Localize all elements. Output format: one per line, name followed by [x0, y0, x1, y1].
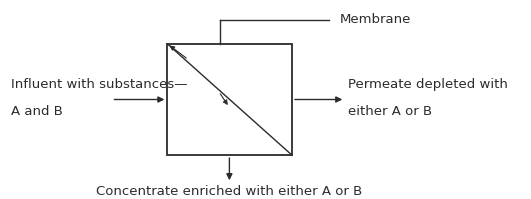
Text: Influent with substances—: Influent with substances—: [11, 78, 187, 91]
Text: A and B: A and B: [11, 105, 63, 118]
Text: either A or B: either A or B: [348, 105, 432, 118]
Text: Permeate depleted with: Permeate depleted with: [348, 78, 508, 91]
Text: Membrane: Membrane: [340, 13, 411, 26]
Bar: [167, 44, 292, 155]
Text: Concentrate enriched with either A or B: Concentrate enriched with either A or B: [96, 184, 363, 198]
